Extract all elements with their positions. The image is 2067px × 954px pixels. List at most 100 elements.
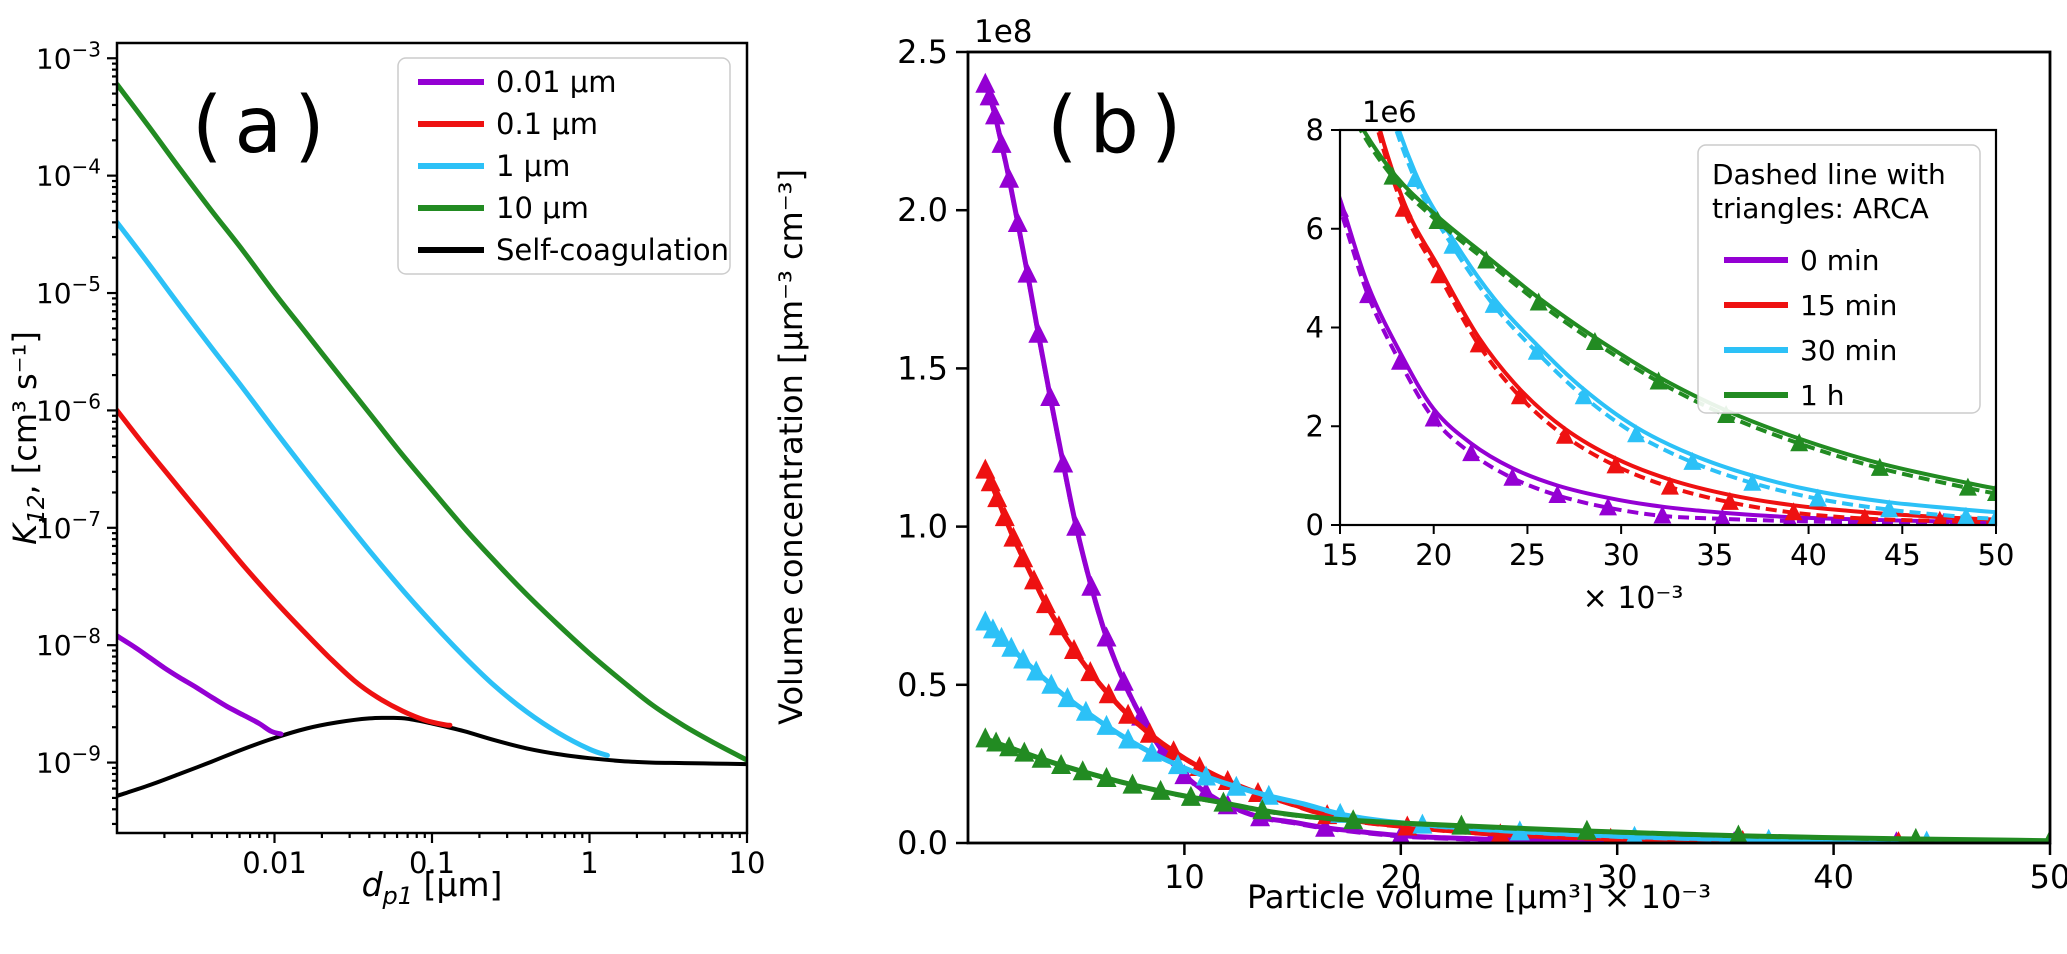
triangle-marker [1013, 648, 1034, 669]
triangle-marker [1585, 332, 1604, 350]
panel-a-label: (a) [192, 81, 337, 171]
x-tick-label: 30 [1597, 858, 1638, 896]
y-tick-label: 10−6 [36, 389, 101, 427]
triangle-marker [1315, 816, 1336, 837]
triangle-marker [1406, 169, 1424, 187]
panel-a-yaxis-label: K12, [cm³ s⁻¹] [6, 331, 50, 545]
triangle-marker [1096, 626, 1117, 647]
inset-legend-label: 1 h [1800, 379, 1844, 412]
triangle-marker [1014, 741, 1035, 762]
triangle-marker [1574, 386, 1593, 405]
arca-dashed-line-30-min [1394, 130, 1996, 521]
ylabel-rest: , [cm³ s⁻¹] [6, 331, 44, 494]
y-tick-label: 10−4 [36, 155, 101, 193]
triangle-marker [1075, 700, 1096, 721]
triangle-marker [1305, 11, 1323, 29]
arca-markers-15-min [1394, 198, 1996, 525]
triangle-marker [1391, 351, 1409, 370]
y-tick-label: 10−3 [36, 37, 101, 75]
triangle-marker [1599, 497, 1617, 516]
arca-dashed-line-0-min [1340, 203, 1996, 525]
y-tick-label: 10−9 [36, 742, 101, 780]
y-tick-base: 10 [36, 747, 72, 780]
arca-markers-1-h [975, 727, 2050, 843]
triangle-marker [1856, 508, 1874, 525]
triangle-marker [1660, 476, 1679, 495]
panel-b-y-offset-text: 1e8 [974, 14, 1033, 50]
inset-legend-title-line: triangles: ARCA [1712, 192, 1929, 225]
inset-legend-box [1697, 144, 1981, 414]
triangle-marker [979, 85, 1000, 106]
inset-y-offset-text: 1e6 [1362, 95, 1417, 129]
y-tick-exponent: −5 [72, 272, 101, 296]
triangle-marker [1057, 687, 1078, 708]
legend-label: Self-coagulation [496, 233, 729, 267]
arca-markers-30-min [1406, 169, 1996, 525]
triangle-marker [1118, 728, 1139, 749]
triangle-marker [1041, 673, 1062, 694]
inset-x-tick-label: 35 [1696, 538, 1733, 572]
triangle-marker [1957, 506, 1975, 525]
triangle-marker [1026, 660, 1047, 681]
triangle-marker [1196, 765, 1216, 786]
inset-y-tick-label: 4 [1306, 311, 1324, 345]
triangle-marker [1790, 433, 1809, 452]
triangle-marker [1001, 636, 1022, 657]
triangle-marker [1096, 767, 1117, 787]
inset-xaxis-label: × 10⁻³ [1583, 581, 1684, 616]
triangle-marker [1527, 341, 1546, 360]
triangle-marker [1053, 452, 1074, 473]
triangle-marker [1080, 661, 1101, 682]
y-tick-label: 2.0 [897, 191, 948, 229]
panel-b-yaxis-label: Volume concentration [μm⁻³ cm⁻³] [772, 169, 810, 725]
triangle-marker [1784, 502, 1803, 521]
triangle-marker [1118, 703, 1139, 724]
triangle-marker [1226, 775, 1247, 796]
line-0-01-m [117, 633, 284, 737]
triangle-marker [1714, 508, 1731, 525]
y-tick-label: 2.5 [897, 33, 948, 71]
triangle-marker [1720, 491, 1739, 510]
triangle-marker [1150, 779, 1171, 800]
panel-a-xaxis-label: dp1 [μm] [362, 865, 503, 910]
y-tick-exponent: −3 [72, 37, 101, 61]
triangle-marker [987, 487, 1008, 508]
triangle-marker [1031, 747, 1052, 768]
ylabel-sub: 12 [24, 495, 50, 524]
y-tick-base: 10 [36, 629, 72, 662]
triangle-marker [1477, 250, 1496, 269]
inset-x-tick-label: 45 [1884, 538, 1921, 572]
triangle-marker [1606, 455, 1625, 474]
triangle-marker [1113, 670, 1134, 691]
panel-a: 0.01 0.1 1 1010−310−410−510−610−710−810−9dp… [6, 37, 765, 910]
triangle-marker [1258, 784, 1279, 805]
triangle-marker [1340, 198, 1349, 217]
triangle-marker [1343, 809, 1364, 830]
triangle-marker [1003, 526, 1024, 547]
triangle-marker [986, 731, 1007, 752]
xlabel-unit: [μm] [413, 865, 502, 904]
xlabel-var: d [362, 865, 384, 904]
triangle-marker [1035, 593, 1056, 614]
arca-markers-1-h [1305, 11, 1996, 501]
y-tick-base: 10 [36, 512, 72, 545]
panel-b-spines [966, 50, 2052, 845]
x-tick-label: 20 [1380, 858, 1421, 896]
x-tick-label: 0.1 [409, 846, 455, 880]
inset-y-tick-label: 6 [1306, 212, 1324, 246]
triangle-marker [1430, 265, 1449, 284]
panel-a-series [117, 81, 747, 798]
y-tick-exponent: −8 [72, 624, 101, 648]
inset-y-tick-label: 0 [1306, 508, 1324, 542]
triangle-marker [1503, 467, 1522, 486]
triangle-marker [1096, 714, 1117, 735]
x-tick-label: 0.01 [242, 846, 307, 880]
inset-y-tick-label: 2 [1306, 409, 1324, 443]
inset-x-tick-label: 30 [1603, 538, 1640, 572]
triangle-marker [1066, 515, 1087, 536]
y-tick-base: 10 [36, 42, 72, 75]
triangle-marker [1548, 485, 1567, 503]
triangle-marker [1017, 262, 1038, 283]
